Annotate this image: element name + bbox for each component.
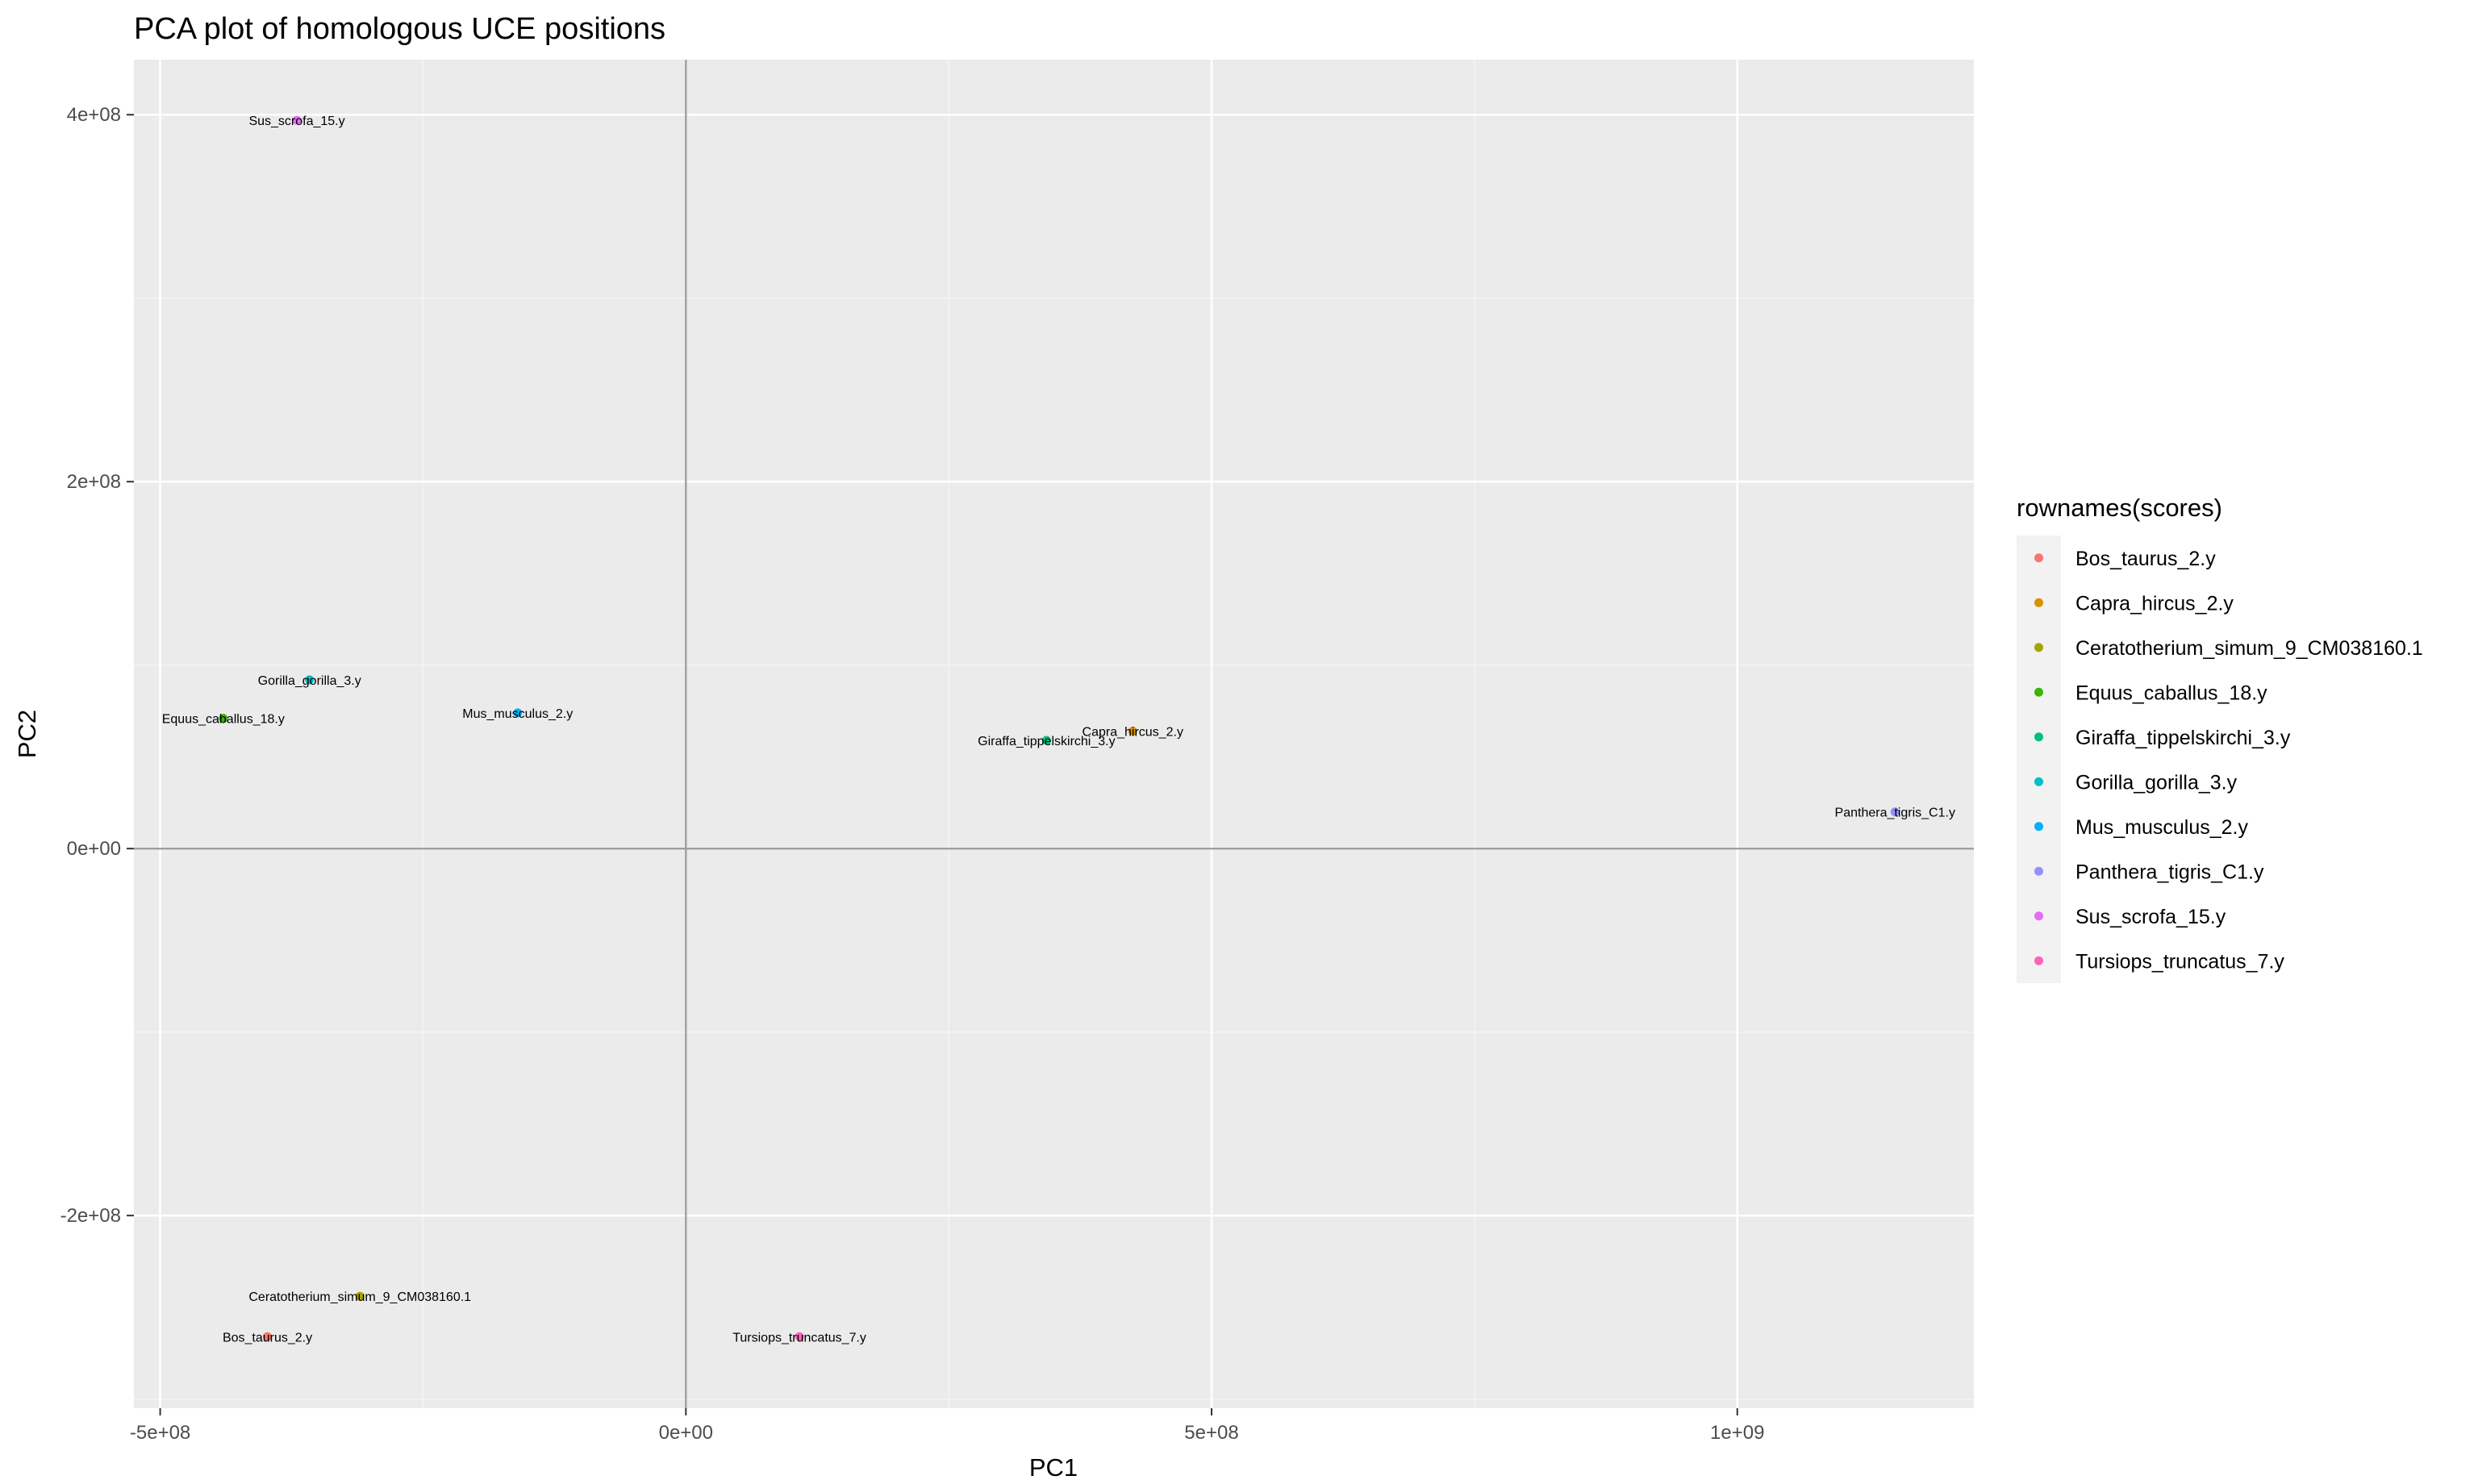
legend-entry-label: Bos_taurus_2.y: [2075, 548, 2216, 570]
legend-key: [2034, 866, 2043, 876]
legend-key: [2034, 553, 2043, 563]
data-point: [355, 1291, 365, 1301]
data-points: [219, 115, 1900, 1341]
data-point: [263, 1332, 273, 1341]
point-labels: Bos_taurus_2.y Capra_hircus_2.y Ceratother…: [162, 115, 1955, 1344]
data-point: [795, 1332, 804, 1341]
legend-entry-label: Gorilla_gorilla_3.y: [2075, 771, 2238, 794]
x-tick-label: 5e+08: [1184, 1422, 1238, 1444]
point-label: Mus_musculus_2.y: [462, 707, 573, 721]
legend: rownames(scores) Bos_taurus_2.y Capra_hir…: [2017, 494, 2423, 983]
x-axis: -5e+08 0e+00 5e+08 1e+09: [130, 1408, 1764, 1444]
x-tick-label: -5e+08: [130, 1422, 190, 1444]
x-tick-label: 1e+09: [1710, 1422, 1764, 1444]
legend-key: [2034, 956, 2043, 965]
point-label: Gorilla_gorilla_3.y: [258, 674, 361, 688]
legend-key: [2034, 598, 2043, 607]
y-tick-label: -2e+08: [60, 1205, 121, 1227]
legend-entry-label: Ceratotherium_simum_9_CM038160.1: [2075, 637, 2423, 660]
point-label: Equus_caballus_18.y: [162, 713, 285, 727]
legend-entry-label: Sus_scrofa_15.y: [2075, 906, 2226, 928]
legend-entry-label: Capra_hircus_2.y: [2075, 592, 2234, 615]
data-point: [513, 708, 523, 718]
minor-grid: [134, 60, 1974, 1408]
point-label: Tursiops_truncatus_7.y: [732, 1331, 866, 1344]
data-point: [292, 115, 302, 125]
data-point: [1041, 736, 1051, 745]
legend-key: [2034, 643, 2043, 652]
legend-entry-label: Panthera_tigris_C1.y: [2075, 861, 2264, 883]
y-axis: -2e+08 0e+00 2e+08 4e+08: [60, 104, 134, 1227]
legend-entry-label: Mus_musculus_2.y: [2075, 816, 2248, 839]
x-tick-label: 0e+00: [659, 1422, 713, 1444]
point-label: Sus_scrofa_15.y: [248, 115, 344, 128]
point-label: Bos_taurus_2.y: [223, 1331, 312, 1344]
legend-entry-label: Giraffa_tippelskirchi_3.y: [2075, 727, 2291, 749]
legend-entry-label: Tursiops_truncatus_7.y: [2075, 950, 2284, 973]
legend-key: [2034, 822, 2043, 832]
data-point: [1128, 727, 1137, 736]
x-axis-title: PC1: [1029, 1453, 1078, 1482]
y-tick-label: 0e+00: [67, 838, 121, 860]
legend-key: [2034, 777, 2043, 786]
data-point: [1890, 807, 1900, 817]
legend-entry-label: Equus_caballus_18.y: [2075, 682, 2267, 704]
legend-key: [2034, 687, 2043, 697]
y-tick-label: 2e+08: [67, 471, 121, 493]
y-axis-title: PC2: [13, 710, 41, 758]
point-label: Capra_hircus_2.y: [1083, 726, 1183, 740]
legend-key-background: [2017, 536, 2061, 983]
point-label: Ceratotherium_simum_9_CM038160.1: [248, 1290, 471, 1304]
chart-title: PCA plot of homologous UCE positions: [134, 12, 665, 46]
legend-title: rownames(scores): [2017, 494, 2222, 522]
point-label: Panthera_tigris_C1.y: [1835, 807, 1955, 820]
legend-key: [2034, 732, 2043, 742]
point-label: Giraffa_tippelskirchi_3.y: [978, 735, 1115, 748]
y-tick-label: 4e+08: [67, 104, 121, 126]
legend-key: [2034, 911, 2043, 921]
data-point: [219, 714, 228, 723]
reference-lines: [134, 60, 1974, 1408]
data-point: [305, 675, 315, 685]
plot-panel: [134, 60, 1974, 1408]
